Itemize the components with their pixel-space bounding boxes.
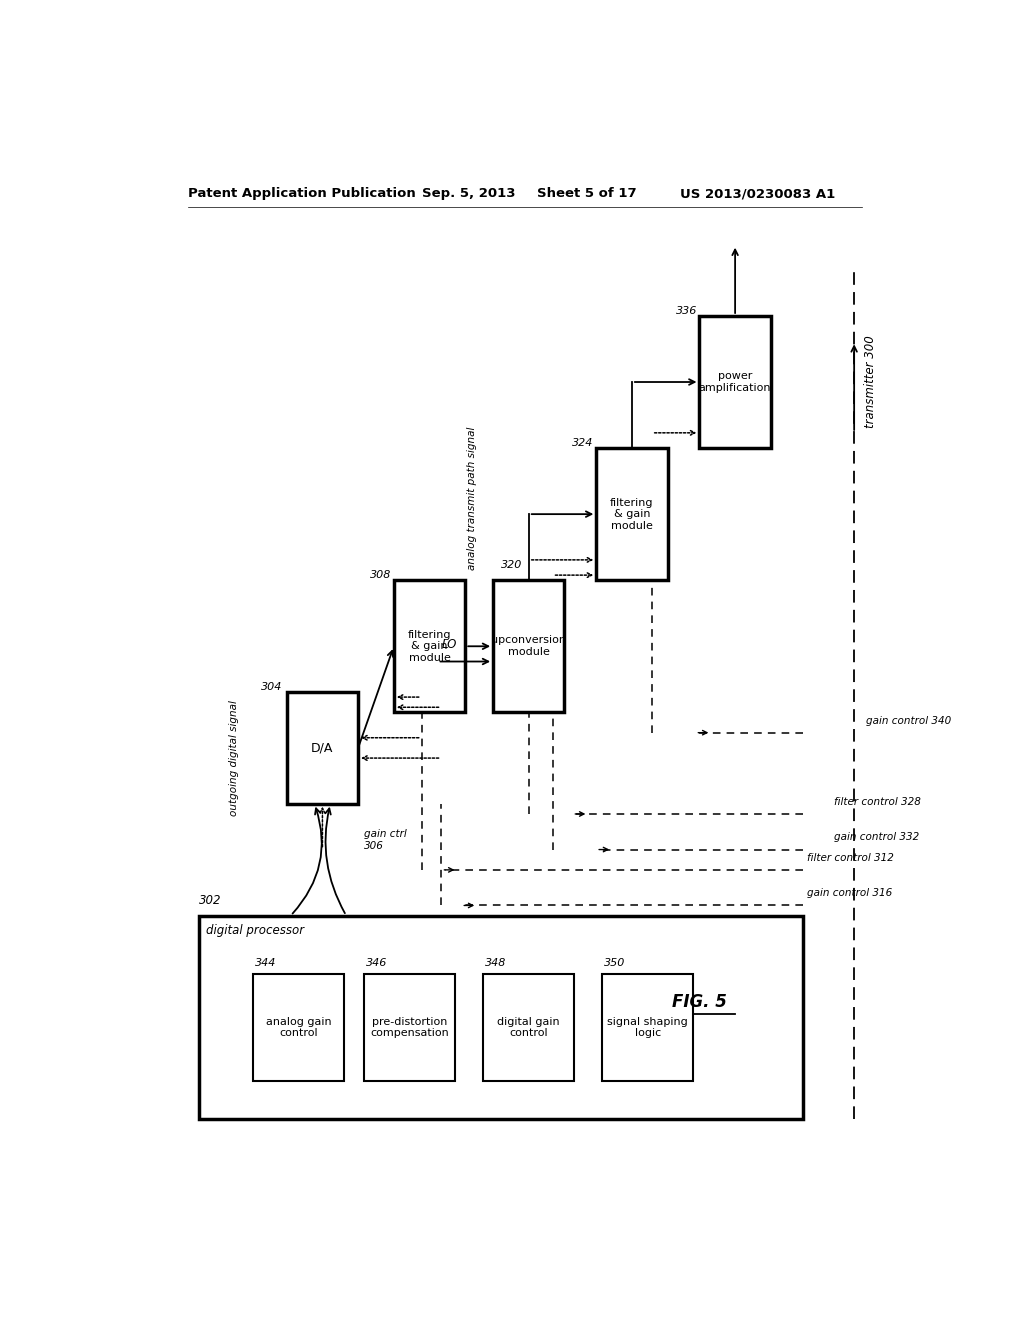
Text: 348: 348 [484,958,506,968]
Bar [494,581,564,713]
Text: pre-distortion
compensation: pre-distortion compensation [371,1016,450,1039]
Bar [699,315,771,447]
Text: 350: 350 [604,958,625,968]
Text: Sheet 5 of 17: Sheet 5 of 17 [537,187,636,201]
Text: 304: 304 [261,682,283,692]
Text: Sep. 5, 2013: Sep. 5, 2013 [422,187,515,201]
Bar [596,447,668,581]
Text: gain control 340: gain control 340 [866,715,951,726]
Text: 336: 336 [676,306,697,315]
Text: gain control 316: gain control 316 [807,888,892,899]
Text: analog gain
control: analog gain control [266,1016,332,1039]
Text: 324: 324 [572,438,594,447]
Text: analog transmit path signal: analog transmit path signal [467,426,477,570]
Text: digital processor: digital processor [206,924,304,937]
Text: filter control 312: filter control 312 [807,853,893,863]
Bar [483,974,574,1081]
Text: 308: 308 [370,570,391,581]
Bar [253,974,344,1081]
Text: 346: 346 [366,958,387,968]
Text: D/A: D/A [311,742,334,755]
Text: filtering
& gain
module: filtering & gain module [408,630,452,663]
Text: 302: 302 [200,895,222,907]
Text: digital gain
control: digital gain control [498,1016,560,1039]
Text: power
amplification: power amplification [698,371,771,393]
Text: signal shaping
logic: signal shaping logic [607,1016,688,1039]
Text: 344: 344 [255,958,275,968]
Text: outgoing digital signal: outgoing digital signal [229,700,240,816]
Text: filter control 328: filter control 328 [835,797,922,807]
Bar [365,974,456,1081]
Bar [602,974,693,1081]
Text: gain control 332: gain control 332 [835,833,920,842]
Text: Patent Application Publication: Patent Application Publication [187,187,416,201]
Text: gain ctrl
306: gain ctrl 306 [364,829,407,851]
Text: upconversion
module: upconversion module [492,635,566,657]
Bar [287,692,358,804]
Text: 320: 320 [501,560,522,570]
Text: LO: LO [441,639,457,651]
Text: filtering
& gain
module: filtering & gain module [610,498,653,531]
Text: FIG. 5: FIG. 5 [672,993,727,1011]
Bar [200,916,803,1119]
Bar [394,581,465,713]
Text: US 2013/0230083 A1: US 2013/0230083 A1 [680,187,835,201]
Text: transmitter 300: transmitter 300 [863,335,877,429]
